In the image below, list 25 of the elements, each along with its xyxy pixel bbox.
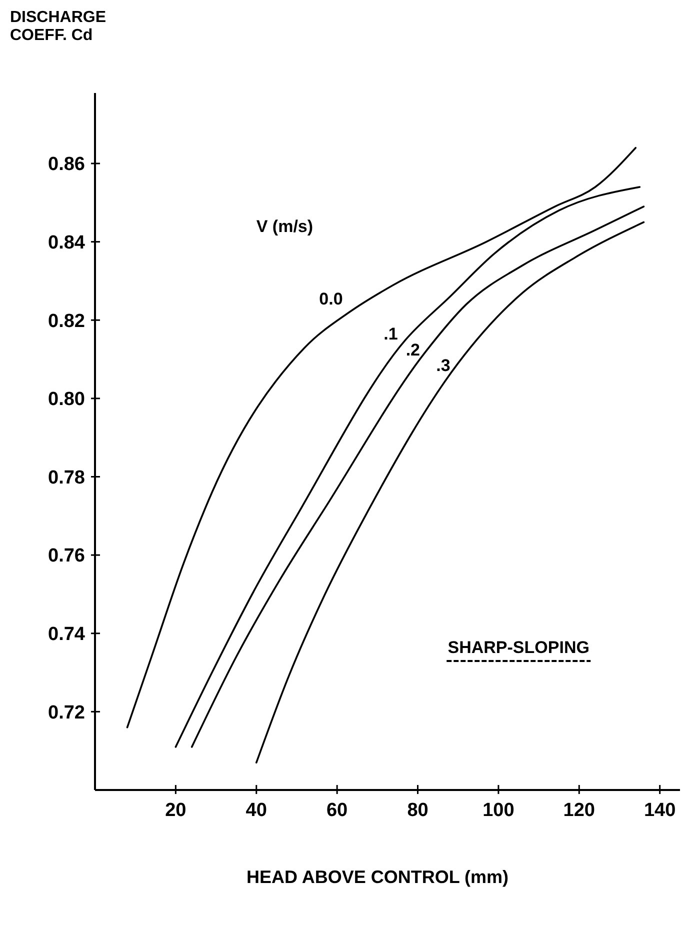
y-tick-label: 0.72 bbox=[48, 702, 85, 724]
x-tick-label: 40 bbox=[246, 800, 267, 821]
x-tick-label: 60 bbox=[326, 800, 348, 821]
annotation: SHARP-SLOPING bbox=[448, 638, 590, 657]
x-tick-label: 80 bbox=[407, 800, 428, 821]
x-tick-label: 100 bbox=[482, 800, 514, 821]
line-series bbox=[255, 221, 645, 764]
y-tick-label: 0.74 bbox=[48, 624, 86, 646]
y-tick-label: 0.86 bbox=[48, 154, 85, 176]
x-axis-title: HEAD ABOVE CONTROL (mm) bbox=[246, 867, 509, 887]
series-label: .2 bbox=[406, 340, 420, 360]
x-tick-label: 20 bbox=[165, 800, 186, 821]
x-tick-label: 140 bbox=[644, 800, 676, 821]
series-label: .1 bbox=[384, 324, 398, 344]
y-tick-label: 0.80 bbox=[48, 389, 85, 410]
y-tick-label: 0.82 bbox=[48, 310, 85, 332]
x-tick-label: 120 bbox=[563, 800, 595, 821]
y-tick-label: 0.76 bbox=[48, 546, 85, 567]
y-tick-label: 0.84 bbox=[48, 232, 86, 254]
series-label: 0.0 bbox=[319, 289, 343, 308]
series-label: .3 bbox=[436, 356, 450, 376]
legend-title: V (m/s) bbox=[256, 216, 314, 236]
y-tick-label: 0.78 bbox=[48, 467, 85, 488]
y-axis-title: DISCHARGE COEFF. Cd bbox=[10, 9, 106, 44]
line-series bbox=[126, 146, 637, 728]
